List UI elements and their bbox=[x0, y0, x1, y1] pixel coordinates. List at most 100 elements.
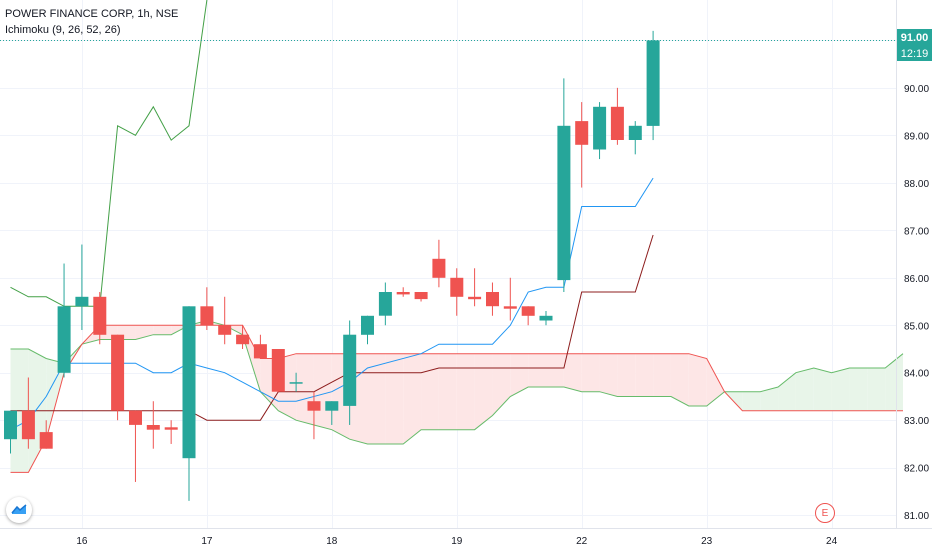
candle-body bbox=[486, 292, 499, 307]
candle[interactable] bbox=[253, 334, 267, 359]
candle[interactable] bbox=[378, 282, 392, 326]
candle[interactable] bbox=[539, 311, 553, 326]
candle-body bbox=[271, 349, 285, 392]
cloud-segment bbox=[510, 353, 529, 397]
candle-body bbox=[628, 125, 642, 140]
time-axis[interactable]: 16 17 18 19 22 23 24 bbox=[76, 536, 837, 547]
candle-body bbox=[39, 432, 53, 449]
cloud-segment bbox=[778, 372, 796, 411]
candle[interactable] bbox=[200, 287, 214, 330]
candle[interactable] bbox=[628, 121, 642, 155]
candle[interactable] bbox=[271, 348, 285, 392]
chart-grid bbox=[0, 0, 896, 528]
candle-body bbox=[361, 315, 374, 335]
candle-body bbox=[343, 334, 357, 406]
cloud-segment bbox=[617, 353, 636, 397]
candle[interactable] bbox=[361, 315, 374, 345]
cloud-segment bbox=[635, 353, 654, 397]
candle-body bbox=[21, 410, 35, 440]
price-axis[interactable]: 81.00 82.00 83.00 84.00 85.00 86.00 87.00 88.00… bbox=[904, 36, 929, 522]
symbol-title[interactable]: POWER FINANCE CORP, 1h, NSE bbox=[5, 8, 179, 20]
candle-body bbox=[146, 425, 160, 430]
candle[interactable] bbox=[646, 30, 660, 141]
price-tick-label: 82.00 bbox=[904, 464, 929, 475]
candle[interactable] bbox=[575, 102, 589, 188]
candle[interactable] bbox=[218, 296, 232, 345]
time-tick-label: 24 bbox=[826, 536, 838, 547]
candle[interactable] bbox=[521, 306, 535, 326]
candle[interactable] bbox=[610, 87, 624, 145]
candle[interactable] bbox=[146, 401, 160, 449]
cloud-segment bbox=[831, 367, 850, 411]
candle[interactable] bbox=[129, 410, 142, 482]
time-tick-label: 19 bbox=[451, 536, 463, 547]
cloud-segment bbox=[688, 353, 707, 406]
candle[interactable] bbox=[93, 292, 107, 345]
candle[interactable] bbox=[325, 401, 339, 425]
cloud-segment bbox=[599, 353, 618, 397]
time-tick-label: 23 bbox=[701, 536, 713, 547]
earnings-event-marker[interactable]: E bbox=[815, 503, 835, 523]
candle-body bbox=[57, 306, 71, 373]
earnings-event-label: E bbox=[821, 508, 829, 519]
candle[interactable] bbox=[4, 410, 17, 454]
candlestick-series[interactable] bbox=[4, 30, 660, 501]
candle[interactable] bbox=[486, 282, 499, 316]
candle[interactable] bbox=[236, 325, 250, 349]
time-tick-label: 16 bbox=[76, 536, 88, 547]
tradingview-logo[interactable] bbox=[6, 497, 32, 523]
cloud-segment bbox=[528, 353, 546, 387]
candle-body bbox=[253, 344, 267, 359]
candle-body bbox=[111, 334, 125, 411]
bar-countdown-badge bbox=[897, 45, 932, 61]
candle[interactable] bbox=[468, 268, 482, 307]
candle[interactable] bbox=[39, 420, 53, 449]
candle[interactable] bbox=[503, 277, 517, 321]
candle-body bbox=[521, 306, 535, 316]
candle[interactable] bbox=[182, 306, 196, 501]
candle[interactable] bbox=[450, 268, 464, 316]
candle-body bbox=[593, 106, 607, 150]
price-tick-label: 86.00 bbox=[904, 274, 929, 285]
leading-span-a-line bbox=[10, 319, 904, 445]
cloud-segment bbox=[867, 367, 886, 411]
candle[interactable] bbox=[593, 102, 607, 160]
candle[interactable] bbox=[75, 244, 89, 330]
candle[interactable] bbox=[289, 372, 303, 392]
cloud-segment bbox=[706, 358, 725, 406]
candle-body bbox=[93, 296, 107, 335]
candle[interactable] bbox=[21, 377, 35, 449]
cloud-segment bbox=[474, 353, 493, 430]
candle-body bbox=[539, 315, 553, 321]
cloud-segment bbox=[563, 353, 582, 392]
candle[interactable] bbox=[111, 334, 125, 421]
candle-body bbox=[325, 401, 339, 411]
candle[interactable] bbox=[307, 391, 321, 440]
time-tick-label: 18 bbox=[326, 536, 338, 547]
cloud-segment bbox=[492, 353, 511, 416]
candle-body bbox=[432, 258, 446, 278]
candle-body bbox=[575, 121, 589, 145]
candle[interactable] bbox=[557, 78, 571, 293]
last-price-badge bbox=[897, 29, 932, 45]
candle[interactable] bbox=[432, 239, 446, 288]
candle[interactable] bbox=[57, 263, 71, 378]
candle-body bbox=[182, 306, 196, 459]
candle[interactable] bbox=[164, 420, 178, 444]
cloud-segment bbox=[46, 358, 65, 440]
cloud-segment bbox=[653, 353, 671, 397]
cloud-segment bbox=[581, 353, 600, 392]
price-tick-label: 84.00 bbox=[904, 369, 929, 380]
indicator-title[interactable]: Ichimoku (9, 26, 52, 26) bbox=[5, 24, 121, 36]
candle[interactable] bbox=[343, 320, 357, 425]
candle[interactable] bbox=[414, 292, 428, 302]
candle-body bbox=[414, 292, 428, 300]
chart-legend: POWER FINANCE CORP, 1h, NSE Ichimoku (9,… bbox=[5, 6, 178, 38]
candle[interactable] bbox=[396, 287, 410, 297]
cloud-segment bbox=[456, 353, 475, 430]
price-badges: 91.00 12:19 bbox=[897, 29, 932, 61]
cloud-segment bbox=[742, 391, 761, 411]
cloud-segment bbox=[403, 353, 422, 444]
candle-body bbox=[164, 427, 178, 430]
